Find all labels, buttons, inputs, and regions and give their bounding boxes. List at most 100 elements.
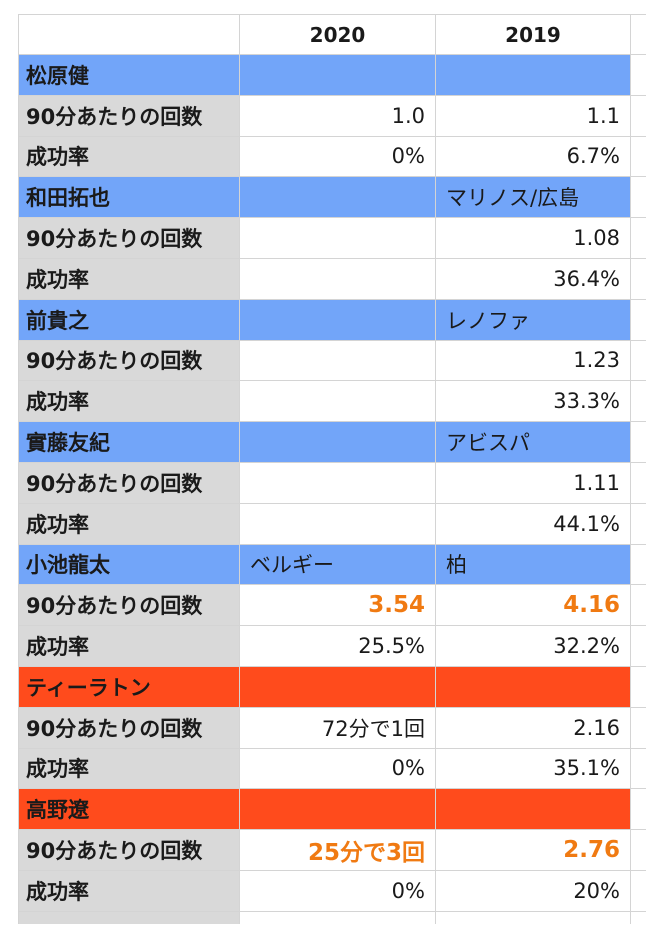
team-2020-cell[interactable] [239,422,435,462]
stat-row: 成功率 0% 20% [18,870,646,912]
player-name-cell[interactable]: 松原健 [18,55,239,95]
header-2019-cell[interactable]: 2019 [435,15,631,54]
stat-row: 成功率 0% 35.1% [18,748,646,790]
value-2020-cell[interactable]: 25分で3回 [239,830,435,870]
extra-cell[interactable] [631,830,646,870]
table-body: 松原健 90分あたりの回数 1.0 1.1 成功率 0% 6.7% 和田拓也 マリノス/広島 90… [18,55,646,912]
value-2019-cell[interactable]: 35.1% [435,748,631,789]
stat-label-cell[interactable]: 90分あたりの回数 [18,340,239,381]
value-2019-cell[interactable]: 6.7% [435,136,631,177]
team-2020-cell[interactable]: ベルギー [239,544,435,585]
value-2019-cell[interactable]: 1.08 [435,218,631,258]
trailing-label-cell [18,911,239,924]
extra-cell[interactable] [631,299,646,340]
stat-label-cell[interactable]: 成功率 [18,258,239,299]
value-2019-cell[interactable]: 1.11 [435,462,631,503]
value-2019-cell[interactable]: 1.1 [435,95,631,136]
player-name-cell[interactable]: 高野遼 [18,789,239,830]
extra-cell[interactable] [631,177,646,218]
value-2019-cell[interactable]: 1.23 [435,340,631,381]
extra-cell[interactable] [631,463,646,503]
value-2020-cell[interactable] [239,503,435,544]
extra-cell[interactable] [631,708,646,748]
extra-cell[interactable] [631,381,646,421]
stat-label-cell[interactable]: 成功率 [18,626,239,666]
team-2020-cell[interactable] [239,666,435,707]
extra-cell[interactable] [631,871,646,911]
extra-cell[interactable] [631,55,646,95]
extra-cell[interactable] [631,666,646,707]
team-2020-cell[interactable] [239,299,435,340]
stat-row: 成功率 0% 6.7% [18,136,646,178]
extra-cell[interactable] [631,96,646,136]
value-2020-cell[interactable] [239,340,435,381]
stat-row: 90分あたりの回数 1.11 [18,462,646,504]
player-group-row: 小池龍太 ベルギー柏 [18,544,646,586]
extra-cell[interactable] [631,749,646,789]
value-2019-cell[interactable]: 20% [435,870,631,911]
extra-cell[interactable] [631,585,646,625]
team-2019-cell[interactable]: レノファ [435,299,631,340]
header-2020-cell[interactable]: 2020 [239,15,435,54]
value-2020-cell[interactable]: 0% [239,136,435,177]
team-2019-cell[interactable] [435,55,631,95]
team-2019-cell[interactable]: アビスパ [435,422,631,462]
header-extra-cell [631,15,646,54]
team-2019-cell[interactable] [435,789,631,830]
extra-cell[interactable] [631,422,646,462]
stat-label-cell[interactable]: 90分あたりの回数 [18,830,239,870]
stat-label-cell[interactable]: 90分あたりの回数 [18,585,239,626]
extra-cell[interactable] [631,341,646,381]
player-name-cell[interactable]: 和田拓也 [18,177,239,218]
value-2020-cell[interactable]: 72分で1回 [239,707,435,748]
stat-label-cell[interactable]: 成功率 [18,748,239,789]
team-2019-cell[interactable] [435,666,631,707]
trailing-cell [435,911,631,924]
value-2019-cell[interactable]: 36.4% [435,258,631,299]
value-2020-cell[interactable] [239,258,435,299]
player-name-cell[interactable]: 實藤友紀 [18,422,239,462]
value-2019-cell[interactable]: 4.16 [435,585,631,626]
value-2020-cell[interactable]: 0% [239,748,435,789]
header-corner-cell[interactable] [18,15,239,54]
player-group-row: ティーラトン [18,666,646,708]
player-group-row: 前貴之 レノファ [18,299,646,341]
stat-label-cell[interactable]: 90分あたりの回数 [18,218,239,258]
value-2020-cell[interactable] [239,462,435,503]
extra-cell[interactable] [631,218,646,258]
value-2020-cell[interactable]: 25.5% [239,626,435,666]
value-2019-cell[interactable]: 2.16 [435,707,631,748]
value-2020-cell[interactable]: 0% [239,870,435,911]
extra-cell[interactable] [631,504,646,544]
team-2020-cell[interactable] [239,55,435,95]
team-2020-cell[interactable] [239,789,435,830]
value-2020-cell[interactable] [239,218,435,258]
value-2020-cell[interactable]: 3.54 [239,585,435,626]
extra-cell[interactable] [631,259,646,299]
value-2019-cell[interactable]: 2.76 [435,830,631,870]
extra-cell[interactable] [631,544,646,585]
spreadsheet-table: 2020 2019 松原健 90分あたりの回数 1.0 1.1 成功率 0% 6.7% 和田拓… [18,14,646,924]
player-name-cell[interactable]: ティーラトン [18,666,239,707]
stat-label-cell[interactable]: 90分あたりの回数 [18,707,239,748]
stat-label-cell[interactable]: 成功率 [18,381,239,422]
stat-label-cell[interactable]: 成功率 [18,870,239,911]
extra-cell[interactable] [631,137,646,177]
player-name-cell[interactable]: 前貴之 [18,299,239,340]
team-2019-cell[interactable]: マリノス/広島 [435,177,631,218]
team-2019-cell[interactable]: 柏 [435,544,631,585]
extra-cell[interactable] [631,626,646,666]
team-2020-cell[interactable] [239,177,435,218]
stat-label-cell[interactable]: 成功率 [18,136,239,177]
stat-label-cell[interactable]: 90分あたりの回数 [18,95,239,136]
value-2020-cell[interactable]: 1.0 [239,95,435,136]
value-2020-cell[interactable] [239,381,435,422]
value-2019-cell[interactable]: 33.3% [435,381,631,422]
player-name-cell[interactable]: 小池龍太 [18,544,239,585]
stat-label-cell[interactable]: 成功率 [18,503,239,544]
value-2019-cell[interactable]: 44.1% [435,503,631,544]
value-2019-cell[interactable]: 32.2% [435,626,631,666]
stat-row: 90分あたりの回数 3.54 4.16 [18,585,646,627]
extra-cell[interactable] [631,789,646,830]
stat-label-cell[interactable]: 90分あたりの回数 [18,462,239,503]
